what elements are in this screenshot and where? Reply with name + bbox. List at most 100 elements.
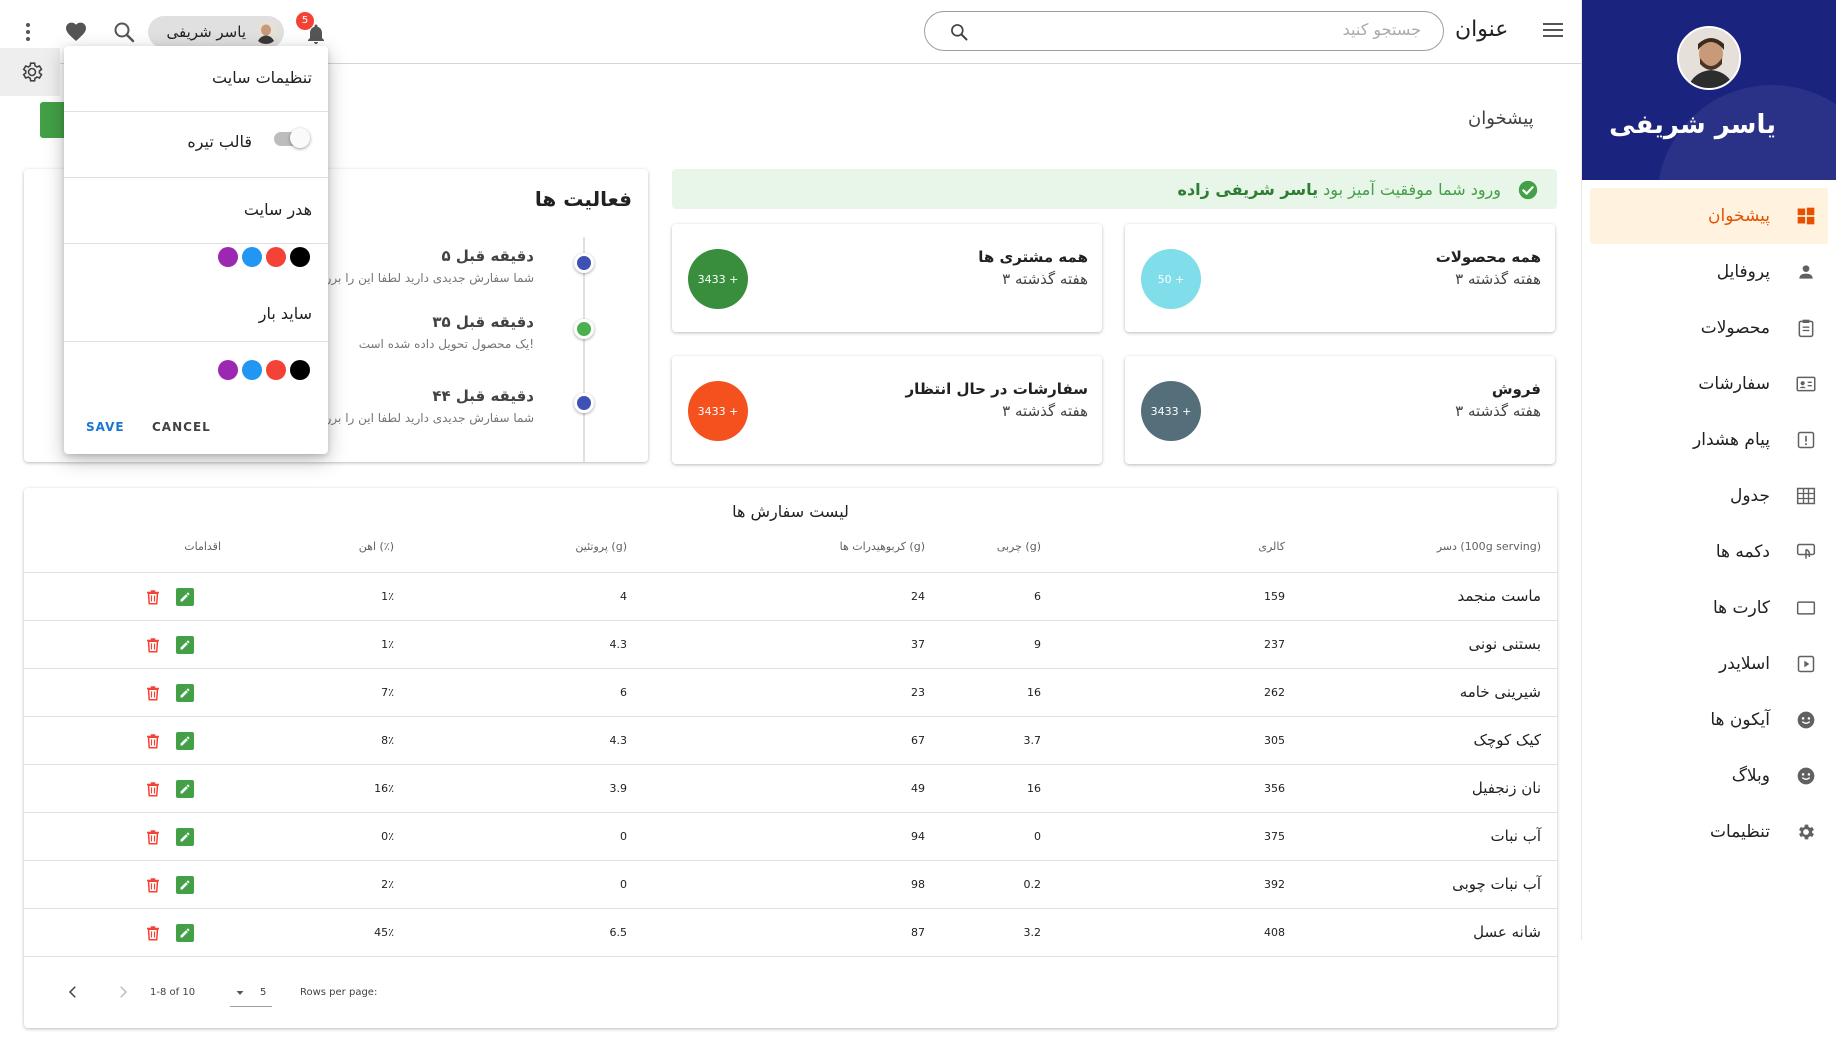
sidebar-item-4[interactable]: پیام هشدار: [1590, 412, 1828, 468]
chevron-right-icon[interactable]: [114, 983, 132, 1001]
timeline-line: [583, 237, 585, 462]
sidebar-avatar[interactable]: [1677, 26, 1741, 90]
header-color-swatch[interactable]: [218, 247, 238, 267]
sidebar-item-8[interactable]: اسلایدر: [1590, 636, 1828, 692]
pencil-icon: [180, 640, 190, 650]
sidebar-item-5[interactable]: جدول: [1590, 468, 1828, 524]
sidebar: یاسر شریفی پیشخوان پروفایل محصولات سفارش…: [1581, 0, 1836, 940]
settings-title: تنظیمات سایت: [212, 68, 312, 87]
trash-icon[interactable]: [144, 587, 162, 607]
emoticon-icon: [1797, 767, 1815, 785]
heart-icon[interactable]: [64, 20, 88, 44]
header-color-swatch[interactable]: [242, 247, 262, 267]
stat-title: همه محصولات: [1435, 248, 1541, 266]
sidebar-color-swatch[interactable]: [266, 360, 286, 380]
sidebar-item-11[interactable]: تنظیمات: [1590, 804, 1828, 860]
th-calories[interactable]: کالری: [1258, 540, 1285, 553]
stat-subtitle: ۳ هفته گذشته: [1455, 402, 1541, 420]
header-color-swatch[interactable]: [266, 247, 286, 267]
table-row: ماست منجمد 159 6 24 4 1٪: [24, 572, 1557, 620]
bell-icon[interactable]: [304, 22, 328, 46]
sidebar-item-label: وبلاگ: [1731, 766, 1770, 786]
sidebar-item-0[interactable]: پیشخوان: [1590, 188, 1828, 244]
sidebar-item-3[interactable]: سفارشات: [1590, 356, 1828, 412]
th-iron[interactable]: اهن (٪): [358, 540, 394, 553]
trash-icon[interactable]: [144, 875, 162, 895]
search-icon[interactable]: [112, 20, 136, 44]
th-name[interactable]: دسر (100g serving): [1436, 540, 1541, 553]
pagination-range: 1-8 of 10: [150, 987, 196, 998]
cell-name: کیک کوچک: [1473, 731, 1541, 749]
cancel-button[interactable]: CANCEL: [152, 420, 211, 434]
user-chip[interactable]: یاسر شریفی: [148, 16, 284, 48]
timeline-description: شما سفارش جدیدی دارید لطفا این را بررسی …: [282, 271, 534, 285]
sidebar-color-swatch[interactable]: [242, 360, 262, 380]
pencil-icon: [180, 832, 190, 842]
cell-iron: 1٪: [381, 590, 394, 603]
cell-protein: 4.3: [609, 638, 628, 651]
edit-button[interactable]: [176, 876, 194, 894]
edit-button[interactable]: [176, 588, 194, 606]
sidebar-item-9[interactable]: آیکون ها: [1590, 692, 1828, 748]
sidebar-item-2[interactable]: محصولات: [1590, 300, 1828, 356]
trash-icon[interactable]: [144, 731, 162, 751]
edit-button[interactable]: [176, 780, 194, 798]
th-carbs[interactable]: کربوهیدرات ها (g): [839, 540, 925, 553]
sidebar-color-swatch[interactable]: [218, 360, 238, 380]
stat-card: همه محصولات ۳ هفته گذشته 50 +: [1125, 224, 1555, 332]
table-row: بستنی نونی 237 9 37 4.3 1٪: [24, 620, 1557, 668]
cell-name: شانه عسل: [1473, 923, 1541, 941]
table-pagination: Rows per page: 5 1-8 of 10: [24, 956, 1557, 1028]
timeline-time: ۳۵ دقیقه قبل: [432, 313, 534, 331]
more-vertical-icon[interactable]: [16, 20, 40, 44]
cell-calories: 159: [1264, 590, 1285, 603]
settings-toggle-tab[interactable]: [0, 48, 60, 96]
edit-button[interactable]: [176, 732, 194, 750]
cell-iron: 16٪: [374, 782, 394, 795]
sidebar-item-6[interactable]: دکمه ها: [1590, 524, 1828, 580]
sidebar-item-label: کارت ها: [1712, 598, 1770, 618]
chevron-left-icon[interactable]: [64, 983, 82, 1001]
contact-card-icon: [1796, 376, 1816, 392]
stat-subtitle: ۳ هفته گذشته: [1002, 402, 1088, 420]
trash-icon[interactable]: [144, 683, 162, 703]
pencil-icon: [180, 784, 190, 794]
sidebar-item-label: اسلایدر: [1719, 654, 1770, 674]
timeline-dot: [574, 393, 594, 413]
rows-per-page-select[interactable]: 5: [230, 977, 272, 1007]
alert-user: یاسر شریفی زاده: [1177, 180, 1319, 199]
cell-carbs: 37: [911, 638, 925, 651]
edit-button[interactable]: [176, 684, 194, 702]
pencil-icon: [180, 688, 190, 698]
cell-fat: 9: [1034, 638, 1041, 651]
trash-icon[interactable]: [144, 779, 162, 799]
green-button[interactable]: [40, 102, 68, 138]
pencil-icon: [180, 880, 190, 890]
sidebar-item-label: دکمه ها: [1715, 542, 1770, 562]
dark-theme-toggle-thumb[interactable]: [290, 128, 310, 148]
search-input[interactable]: [1001, 20, 1421, 39]
table-row: شیرینی خامه 262 16 23 6 7٪: [24, 668, 1557, 716]
edit-button[interactable]: [176, 828, 194, 846]
sidebar-item-1[interactable]: پروفایل: [1590, 244, 1828, 300]
trash-icon[interactable]: [144, 923, 162, 943]
save-button[interactable]: SAVE: [86, 420, 125, 434]
app-title: عنوان: [1455, 17, 1509, 42]
trash-icon[interactable]: [144, 635, 162, 655]
cell-carbs: 24: [911, 590, 925, 603]
edit-button[interactable]: [176, 636, 194, 654]
activity-title: فعالیت ها: [534, 187, 632, 211]
sidebar-item-10[interactable]: وبلاگ: [1590, 748, 1828, 804]
header-color-swatch[interactable]: [290, 247, 310, 267]
trash-icon[interactable]: [144, 827, 162, 847]
menu-icon[interactable]: [1543, 23, 1563, 39]
cell-protein: 4: [620, 590, 627, 603]
th-fat[interactable]: چربی (g): [996, 540, 1041, 553]
avatar-image: [1679, 28, 1739, 88]
sidebar-color-swatch[interactable]: [290, 360, 310, 380]
table-row: شانه عسل 408 3.2 87 6.5 45٪: [24, 908, 1557, 956]
edit-button[interactable]: [176, 924, 194, 942]
th-protein[interactable]: پروتئین (g): [575, 540, 627, 553]
search-icon[interactable]: [949, 22, 969, 42]
sidebar-item-7[interactable]: کارت ها: [1590, 580, 1828, 636]
